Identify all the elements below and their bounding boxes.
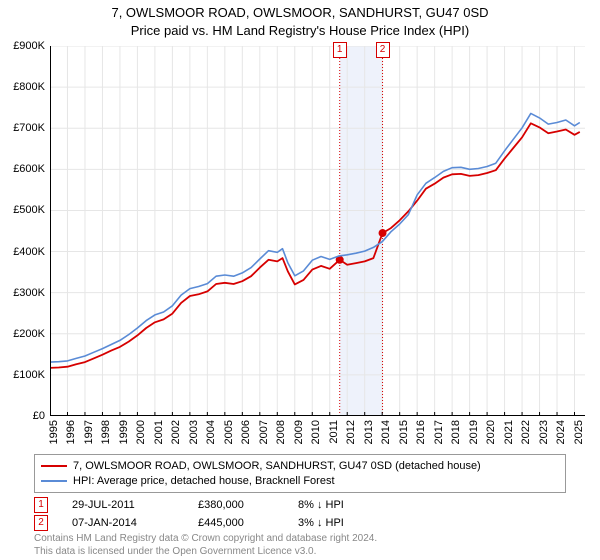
x-axis-label: 2020 — [485, 420, 497, 444]
x-axis-label: 1996 — [65, 420, 77, 444]
legend-swatch — [41, 480, 67, 482]
x-axis-label: 2025 — [573, 420, 585, 444]
sale-marker-icon: 1 — [34, 497, 48, 513]
y-axis-label: £0 — [33, 410, 45, 422]
y-axis-label: £100K — [13, 369, 45, 381]
y-axis-label: £700K — [13, 122, 45, 134]
sale-row: 1 29-JUL-2011 £380,000 8% ↓ HPI — [34, 496, 566, 514]
x-axis-label: 2013 — [363, 420, 375, 444]
footer-attribution: Contains HM Land Registry data © Crown c… — [34, 533, 377, 558]
x-axis-label: 2017 — [433, 420, 445, 444]
sale-date: 07-JAN-2014 — [72, 517, 198, 529]
x-axis-label: 1999 — [118, 420, 130, 444]
y-axis-label: £400K — [13, 246, 45, 258]
title-line-2: Price paid vs. HM Land Registry's House … — [0, 22, 600, 40]
chart-svg — [50, 46, 585, 416]
legend-text: 7, OWLSMOOR ROAD, OWLSMOOR, SANDHURST, G… — [73, 460, 481, 472]
x-axis-label: 2004 — [205, 420, 217, 444]
legend-box: 7, OWLSMOOR ROAD, OWLSMOOR, SANDHURST, G… — [34, 454, 566, 493]
x-axis-label: 2022 — [520, 420, 532, 444]
x-axis-label: 2021 — [503, 420, 515, 444]
sale-delta: 8% ↓ HPI — [298, 499, 566, 511]
y-axis-label: £900K — [13, 40, 45, 52]
y-axis-label: £600K — [13, 163, 45, 175]
x-axis-label: 2010 — [310, 420, 322, 444]
x-axis-label: 2006 — [240, 420, 252, 444]
legend-text: HPI: Average price, detached house, Brac… — [73, 475, 335, 487]
x-axis-label: 2012 — [345, 420, 357, 444]
y-axis-label: £500K — [13, 204, 45, 216]
sales-table: 1 29-JUL-2011 £380,000 8% ↓ HPI 2 07-JAN… — [34, 496, 566, 532]
sale-marker-icon: 1 — [333, 42, 347, 58]
sale-marker-icon: 2 — [34, 515, 48, 531]
x-axis-label: 2001 — [153, 420, 165, 444]
y-axis-label: £200K — [13, 328, 45, 340]
sale-price: £380,000 — [198, 499, 298, 511]
x-axis-label: 2007 — [258, 420, 270, 444]
x-axis-label: 2008 — [275, 420, 287, 444]
x-axis-label: 2015 — [398, 420, 410, 444]
x-axis-label: 2019 — [468, 420, 480, 444]
x-axis-label: 2002 — [170, 420, 182, 444]
x-axis-label: 2024 — [555, 420, 567, 444]
chart-plot-area: £0£100K£200K£300K£400K£500K£600K£700K£80… — [50, 46, 585, 416]
x-axis-label: 1995 — [48, 420, 60, 444]
x-axis-label: 2000 — [135, 420, 147, 444]
x-axis-label: 2005 — [223, 420, 235, 444]
footer-line-2: This data is licensed under the Open Gov… — [34, 546, 377, 559]
x-axis-label: 2018 — [450, 420, 462, 444]
chart-title-block: 7, OWLSMOOR ROAD, OWLSMOOR, SANDHURST, G… — [0, 0, 600, 39]
x-axis-label: 1997 — [83, 420, 95, 444]
x-axis-label: 2016 — [415, 420, 427, 444]
sale-price: £445,000 — [198, 517, 298, 529]
x-axis-label: 2014 — [380, 420, 392, 444]
x-axis-label: 2023 — [538, 420, 550, 444]
sale-marker-icon: 2 — [376, 42, 390, 58]
footer-line-1: Contains HM Land Registry data © Crown c… — [34, 533, 377, 546]
title-line-1: 7, OWLSMOOR ROAD, OWLSMOOR, SANDHURST, G… — [0, 4, 600, 22]
legend-row: 7, OWLSMOOR ROAD, OWLSMOOR, SANDHURST, G… — [41, 458, 559, 473]
x-axis-label: 2003 — [188, 420, 200, 444]
legend-swatch — [41, 465, 67, 467]
legend-row: HPI: Average price, detached house, Brac… — [41, 473, 559, 488]
y-axis-label: £800K — [13, 81, 45, 93]
x-axis-label: 2011 — [328, 420, 340, 444]
sale-date: 29-JUL-2011 — [72, 499, 198, 511]
x-axis-label: 2009 — [293, 420, 305, 444]
sale-delta: 3% ↓ HPI — [298, 517, 566, 529]
sale-row: 2 07-JAN-2014 £445,000 3% ↓ HPI — [34, 514, 566, 532]
x-axis-label: 1998 — [100, 420, 112, 444]
y-axis-label: £300K — [13, 287, 45, 299]
